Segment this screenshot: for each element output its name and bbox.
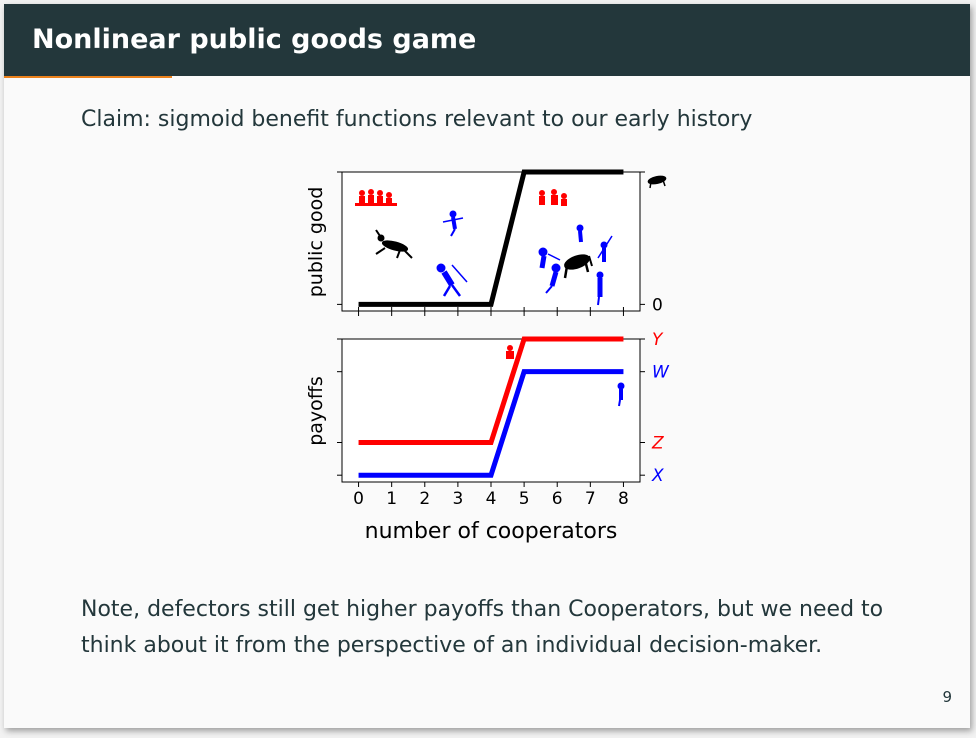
hunter-icon <box>576 224 584 243</box>
top-y-axis-label: public good <box>305 187 327 298</box>
bottom-left-ticks <box>337 338 342 476</box>
mammoth-icon <box>647 175 667 189</box>
series-line-0 <box>358 169 624 307</box>
x-tick-label: 3 <box>452 489 463 509</box>
right-tick-label: Y <box>652 330 664 350</box>
x-tick-label: 6 <box>552 489 563 509</box>
top-right-ticks: 0 <box>640 171 663 315</box>
hunter-group-icon <box>355 189 397 206</box>
hunter-icon <box>436 263 468 297</box>
note-text: Note, defectors still get higher payoffs… <box>81 592 941 664</box>
title-bar: Nonlinear public goods game <box>4 4 970 76</box>
claim-text: Claim: sigmoid benefit functions relevan… <box>81 107 753 132</box>
public-good-panel: 0 <box>305 169 667 316</box>
hunter-group-icon <box>539 189 567 206</box>
top-series-lines <box>358 169 624 307</box>
top-left-ticks <box>337 171 342 305</box>
bottom-series-lines <box>358 336 624 478</box>
series-line-1 <box>358 369 624 478</box>
payoffs-panel: YW ZX 0 1 2 3 4 5 6 7 8 payoffs number of coopera… <box>305 330 670 544</box>
top-x-ticks <box>358 307 624 316</box>
x-tick-label: 2 <box>419 489 430 509</box>
defector-icon <box>506 345 514 359</box>
x-tick-label: 0 <box>353 489 364 509</box>
x-tick-label: 4 <box>486 489 497 509</box>
right-tick-label: 0 <box>652 295 663 315</box>
hunter-icon <box>442 210 464 237</box>
x-tick-label: 5 <box>519 489 530 509</box>
x-axis-label: number of cooperators <box>365 519 618 544</box>
bottom-right-ticks: YW ZX <box>640 330 670 486</box>
deer-icon <box>375 229 413 259</box>
x-tick-label: 1 <box>386 489 397 509</box>
bottom-y-axis-label: payoffs <box>305 376 327 446</box>
title-accent-line <box>4 76 172 78</box>
hunter-icon <box>538 247 561 269</box>
bottom-x-ticks <box>358 482 624 487</box>
slide-title: Nonlinear public goods game <box>32 24 477 55</box>
right-tick-label: X <box>651 466 664 486</box>
x-tick-label: 8 <box>618 489 629 509</box>
note-line-1: Note, defectors still get higher payoffs… <box>81 597 884 622</box>
series-line-0 <box>358 336 624 446</box>
hunter-icon <box>597 235 613 262</box>
x-tick-label: 7 <box>585 489 596 509</box>
bottom-plot-frame <box>341 338 641 483</box>
right-tick-label: W <box>652 363 670 383</box>
mammoth-icon <box>563 254 593 279</box>
hunter-icon <box>596 271 604 306</box>
right-tick-label: Z <box>651 434 664 454</box>
page-number: 9 <box>942 688 952 706</box>
top-icons <box>355 189 613 306</box>
slide: Nonlinear public goods game Claim: sigmo… <box>4 4 970 728</box>
cooperator-icon <box>617 382 625 407</box>
hunter-icon <box>545 263 561 294</box>
bottom-x-tick-labels: 0 1 2 3 4 5 6 7 8 <box>353 489 629 509</box>
note-line-2: think about it from the perspective of a… <box>81 633 823 658</box>
